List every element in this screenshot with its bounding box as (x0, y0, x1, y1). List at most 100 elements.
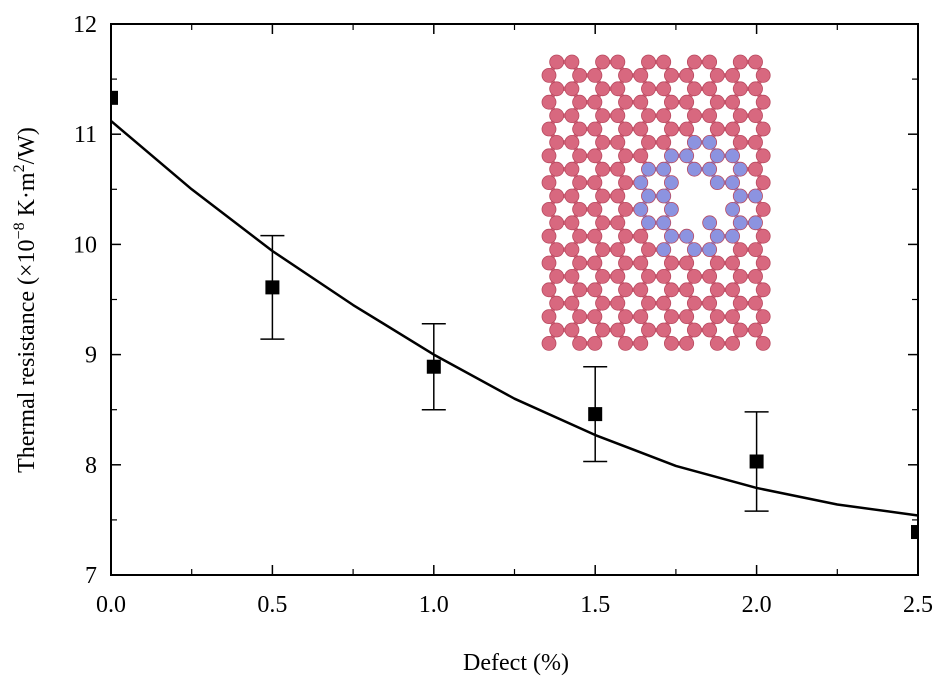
defect-atom (686, 134, 702, 150)
carbon-atom (725, 309, 740, 325)
defect-atom (686, 161, 702, 177)
carbon-atom (641, 295, 656, 311)
carbon-atom (595, 215, 610, 231)
y-axis-title-suffix: /W) (14, 127, 40, 164)
defect-atom (732, 215, 748, 231)
carbon-atom (686, 295, 702, 311)
carbon-atom (572, 309, 587, 325)
carbon-atom (709, 255, 725, 271)
carbon-atom (572, 121, 587, 137)
carbon-atom (755, 148, 771, 164)
defect-atom (656, 161, 672, 177)
carbon-atom (618, 201, 633, 217)
defect-atom (702, 134, 718, 150)
carbon-atom (748, 81, 763, 97)
carbon-atom (587, 201, 603, 217)
defect-atom (656, 215, 672, 231)
carbon-atom (549, 215, 565, 231)
carbon-atom (748, 268, 763, 284)
carbon-atom (564, 242, 580, 258)
carbon-atom (679, 309, 695, 325)
defect-atom (748, 215, 763, 231)
carbon-atom (572, 201, 587, 217)
carbon-atom (702, 81, 718, 97)
carbon-atom (709, 335, 725, 351)
defect-atom (702, 215, 718, 231)
carbon-atom (541, 201, 557, 217)
y-tick-label: 7 (85, 563, 97, 589)
carbon-atom (541, 255, 557, 271)
carbon-atom (541, 68, 557, 83)
carbon-atom (686, 54, 702, 70)
x-tick-label: 1.0 (419, 592, 449, 618)
carbon-atom (564, 161, 580, 177)
defect-atom (664, 175, 679, 191)
defect-atom (725, 228, 740, 244)
carbon-atom (709, 68, 725, 83)
carbon-atom (732, 268, 748, 284)
carbon-atom (564, 108, 580, 123)
carbon-atom (572, 335, 587, 351)
carbon-atom (755, 201, 771, 217)
carbon-atom (572, 255, 587, 271)
defect-atom (702, 161, 718, 177)
y-tick-label: 9 (85, 343, 97, 369)
carbon-atom (564, 268, 580, 284)
carbon-atom (725, 335, 740, 351)
defect-atom (641, 215, 656, 231)
carbon-atom (656, 295, 672, 311)
ticks: 0.0 0.5 1.0 1.5 2.0 2.5 7 8 9 10 11 12 (73, 12, 933, 618)
carbon-atom (595, 81, 610, 97)
carbon-atom (732, 108, 748, 123)
defect-atom (702, 242, 718, 258)
carbon-atom (748, 242, 763, 258)
x-tick-label: 0.0 (96, 592, 126, 618)
carbon-atom (725, 68, 740, 83)
x-tick-label: 2.0 (742, 592, 772, 618)
carbon-atom (709, 94, 725, 110)
carbon-atom (618, 282, 633, 298)
carbon-atom (610, 81, 626, 97)
carbon-atom (541, 228, 557, 244)
defect-atom (679, 228, 695, 244)
carbon-atom (541, 94, 557, 110)
carbon-atom (618, 121, 633, 137)
carbon-atom (679, 68, 695, 83)
carbon-atom (641, 134, 656, 150)
defect-atom (656, 242, 672, 258)
carbon-atom (587, 68, 603, 83)
carbon-atom (595, 242, 610, 258)
carbon-atom (641, 54, 656, 70)
carbon-atom (664, 121, 679, 137)
carbon-atom (572, 228, 587, 244)
defect-atom (709, 175, 725, 191)
carbon-atom (679, 335, 695, 351)
carbon-atom (702, 295, 718, 311)
carbon-atom (748, 161, 763, 177)
defect-atom (656, 188, 672, 204)
carbon-atom (686, 81, 702, 97)
carbon-atom (541, 282, 557, 298)
fit-curve-group (110, 120, 919, 517)
carbon-atom (595, 108, 610, 123)
carbon-atom (564, 322, 580, 338)
carbon-atom (633, 335, 649, 351)
carbon-atom (755, 282, 771, 298)
carbon-atom (664, 68, 679, 83)
carbon-atom (610, 242, 626, 258)
carbon-atom (595, 161, 610, 177)
carbon-atom (709, 309, 725, 325)
carbon-atom (755, 228, 771, 244)
defect-atom (664, 228, 679, 244)
carbon-atom (748, 322, 763, 338)
carbon-atom (732, 242, 748, 258)
defect-atom (725, 201, 740, 217)
x-tick-label: 1.5 (580, 592, 610, 618)
carbon-atom (755, 335, 771, 351)
data-point (111, 90, 118, 105)
defect-atom (709, 228, 725, 244)
data-point (911, 525, 918, 540)
carbon-atom (702, 54, 718, 70)
carbon-atom (633, 309, 649, 325)
carbon-atom (549, 81, 565, 97)
